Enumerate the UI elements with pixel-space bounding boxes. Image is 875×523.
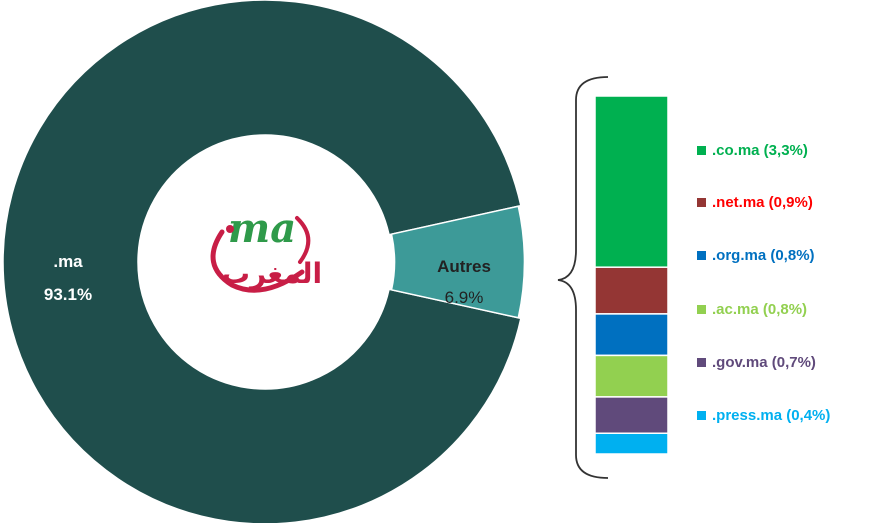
legend-label: .press.ma (0,4%): [712, 406, 831, 424]
legend-swatch: [697, 145, 706, 155]
legend-item-org-ma: .org.ma (0,8%): [697, 243, 815, 267]
legend-swatch: [697, 304, 706, 314]
center-logo: ma المغرب: [210, 205, 322, 293]
legend-label: .co.ma (3,3%): [712, 141, 808, 159]
stack-segment-netma: [594, 266, 669, 315]
legend-label: .ac.ma (0,8%): [712, 300, 808, 318]
breakdown-brace: [557, 76, 609, 479]
stack-segment-orgma: [594, 313, 669, 357]
stack-segment-pressma: [594, 432, 669, 455]
legend-label: .org.ma (0,8%): [712, 246, 815, 264]
stack-segment-coma: [594, 95, 669, 268]
legend-item-co-ma: .co.ma (3,3%): [697, 138, 808, 162]
logo-swirl-right: [295, 216, 311, 264]
donut-slice-ma: [2, 0, 522, 523]
logo-arabic-text: المغرب: [222, 257, 322, 290]
legend-item-ac-ma: .ac.ma (0,8%): [697, 297, 807, 321]
legend-item-net-ma: .net.ma (0,9%): [697, 190, 813, 214]
stack-segment-govma: [594, 396, 669, 434]
slice-percent-autres: 6.9%: [445, 288, 484, 307]
legend-swatch: [697, 410, 706, 420]
donut-slice-autres: [390, 205, 526, 319]
legend-item-press-ma: .press.ma (0,4%): [697, 403, 830, 427]
breakdown-stacked-bar: [594, 95, 669, 455]
stack-segment-acma: [594, 354, 669, 398]
logo-dot: [226, 225, 234, 233]
slice-label-autres: Autres: [437, 257, 491, 276]
legend-label: .net.ma (0,9%): [712, 193, 813, 211]
donut-chart: [2, 0, 526, 523]
legend-label: .gov.ma (0,7%): [712, 353, 816, 371]
slice-label-ma: .ma: [53, 252, 83, 271]
logo-latin-text: ma: [228, 205, 296, 252]
legend-swatch: [697, 357, 706, 367]
legend-swatch: [697, 250, 706, 260]
legend-swatch: [697, 197, 706, 207]
logo-swirl: [210, 229, 305, 293]
slice-percent-ma: 93.1%: [44, 285, 92, 304]
legend-item-gov-ma: .gov.ma (0,7%): [697, 350, 816, 374]
